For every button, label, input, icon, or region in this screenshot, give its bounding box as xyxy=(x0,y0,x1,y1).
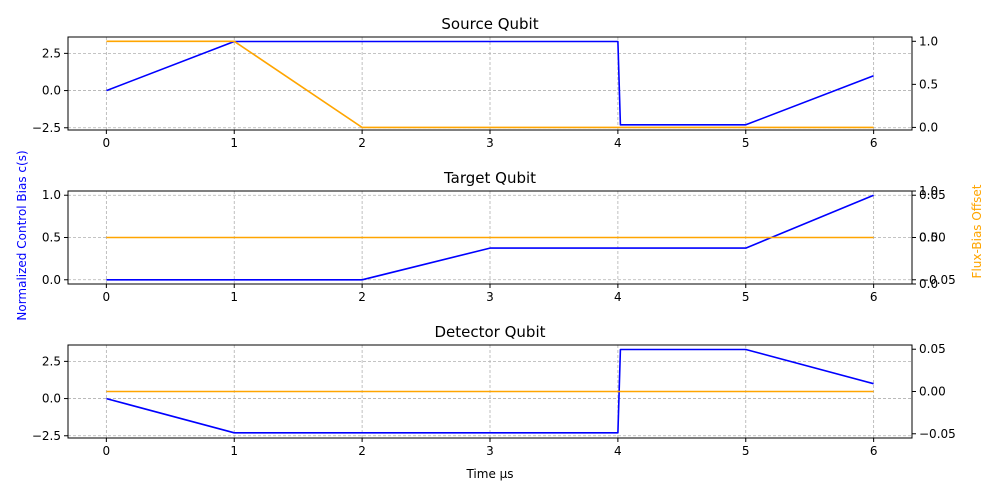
y-tick-label-left: −2.5 xyxy=(32,429,61,443)
x-tick-label: 0 xyxy=(103,136,111,150)
y-tick-label-left: 1.0 xyxy=(42,188,61,202)
x-tick-label: 2 xyxy=(358,444,366,458)
x-tick-label: 5 xyxy=(742,444,750,458)
x-tick-label: 3 xyxy=(486,290,494,304)
x-tick-label: 6 xyxy=(870,136,878,150)
x-tick-label: 0 xyxy=(103,290,111,304)
control-bias-line xyxy=(106,40,874,126)
x-tick-label: 4 xyxy=(614,290,622,304)
y-tick-label-right: 1.0 xyxy=(919,34,938,48)
x-tick-label: 5 xyxy=(742,290,750,304)
y-tick-label-right: −0.05 xyxy=(919,427,956,441)
x-tick-label: 2 xyxy=(358,290,366,304)
y-tick-label-left: 2.5 xyxy=(42,354,61,368)
panel-title: Target Qubit xyxy=(443,169,536,187)
panel-1: 0 1 2 3 4 5 6 −2.5 0.0 2.5 0.0 0.5 1.0 Source Qubit xyxy=(32,15,938,150)
x-tick-label: 5 xyxy=(742,136,750,150)
x-tick-label: 1 xyxy=(230,444,238,458)
panel-3: 0 1 2 3 4 5 6 −2.5 0.0 2.5 −0.05 0.00 0.05 Detector Q… xyxy=(32,323,956,458)
x-tick-label: 4 xyxy=(614,136,622,150)
x-tick-label: 3 xyxy=(486,136,494,150)
x-axis-label: Time μs xyxy=(465,467,513,481)
y-tick-label-right: 0.00 xyxy=(919,385,946,399)
x-tick-label: 6 xyxy=(870,444,878,458)
y-tick-label-right: 0.00 xyxy=(919,231,946,245)
y-tick-label-right-overlap: 1.0 xyxy=(919,184,938,198)
x-tick-label: 1 xyxy=(230,290,238,304)
panel-2: 0 1 2 3 4 5 6 0.0 0.5 1.0 −0.05 0.00 0.05 0.0 0.5 1.0 Ta… xyxy=(42,169,956,304)
y-tick-label-left: 0.0 xyxy=(42,84,61,98)
panel-title: Detector Qubit xyxy=(434,323,545,341)
y-tick-label-left: 0.5 xyxy=(42,231,61,245)
x-tick-label: 0 xyxy=(103,444,111,458)
y-tick-label-right-overlap: 0.5 xyxy=(919,231,938,245)
control-bias-line xyxy=(106,194,874,281)
x-tick-label: 2 xyxy=(358,136,366,150)
y-tick-label-left: 2.5 xyxy=(42,46,61,60)
y-tick-label-right: 0.05 xyxy=(919,342,946,356)
y-tick-label-right: 0.5 xyxy=(919,77,938,91)
y-axis-label-left: Normalized Control Bias c(s) xyxy=(15,150,29,320)
panel-title: Source Qubit xyxy=(441,15,538,33)
y-tick-label-right: −0.05 xyxy=(919,273,956,287)
control-bias-line xyxy=(106,348,874,434)
y-tick-label-left: −2.5 xyxy=(32,121,61,135)
y-tick-label-right: 0.0 xyxy=(919,120,938,134)
y-tick-label-left: 0.0 xyxy=(42,392,61,406)
x-tick-label: 4 xyxy=(614,444,622,458)
y-axis-label-right: Flux-Bias Offset xyxy=(970,184,984,278)
y-tick-label-right: 0.05 xyxy=(919,188,946,202)
y-tick-label-left: 0.0 xyxy=(42,273,61,287)
x-tick-label: 1 xyxy=(230,136,238,150)
y-tick-label-right-overlap: 0.0 xyxy=(919,277,938,291)
x-tick-label: 3 xyxy=(486,444,494,458)
flux-offset-line xyxy=(106,40,874,129)
x-tick-label: 6 xyxy=(870,290,878,304)
